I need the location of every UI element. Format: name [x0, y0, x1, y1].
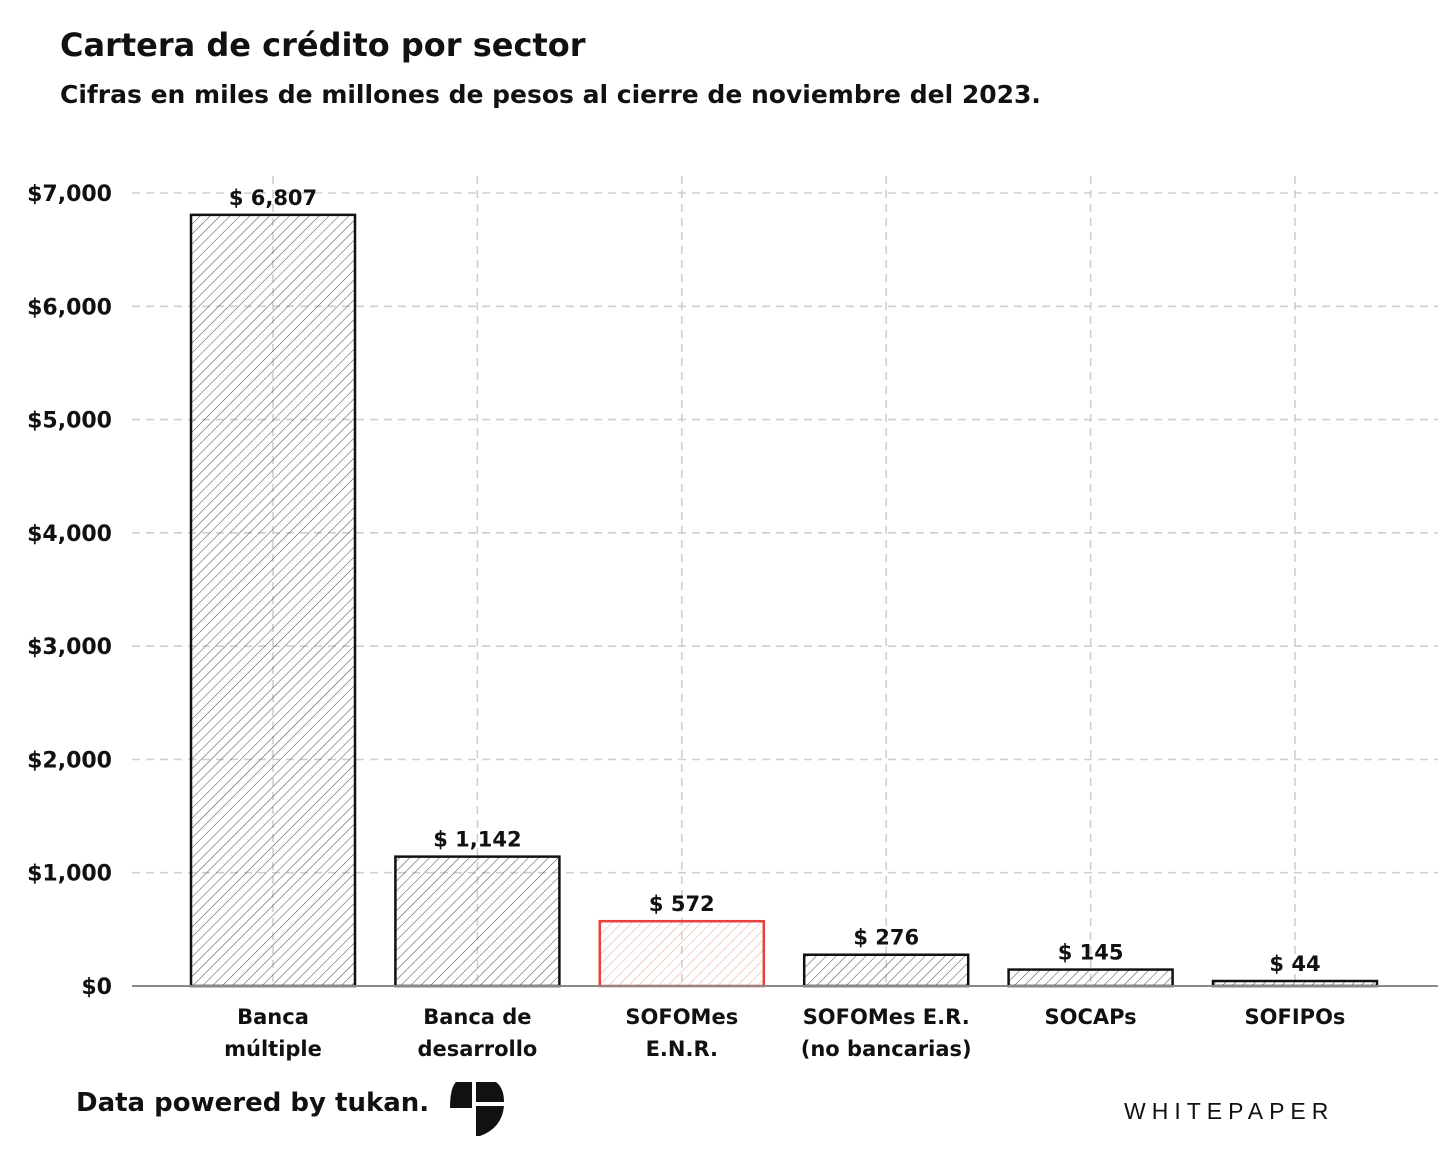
y-tick-label: $3,000: [27, 635, 112, 660]
y-tick-label: $2,000: [27, 748, 112, 773]
bar-data-label: $ 145: [1058, 941, 1124, 965]
x-tick-label: SOCAPs: [1045, 1005, 1137, 1029]
chart-title: Cartera de crédito por sector: [60, 26, 586, 64]
y-tick-label: $1,000: [27, 862, 112, 887]
bars: $ 6,807 $ 1,142 $ 572 $ 276 $ 145 $ 44: [189, 186, 1379, 988]
x-tick-label: SOFOMes E.R. (no bancarias): [801, 1005, 972, 1061]
y-tick-label: $4,000: [27, 522, 112, 547]
x-tick-label: SOFIPOs: [1245, 1005, 1346, 1029]
chart-subtitle: Cifras en miles de millones de pesos al …: [60, 80, 1041, 109]
tukan-logo-icon: [450, 1082, 504, 1136]
x-tick-label: Banca múltiple: [224, 1005, 322, 1061]
bar: [189, 213, 357, 988]
bar-data-label: $ 6,807: [229, 186, 317, 210]
x-axis: Banca múltiple Banca de desarrollo SOFOMes E.…: [132, 985, 1438, 1061]
y-tick-label: $7,000: [27, 182, 112, 207]
bar-data-label: $ 44: [1269, 952, 1320, 976]
bar-data-label: $ 276: [853, 926, 919, 950]
bar: [802, 953, 970, 988]
y-axis: $0 $1,000 $2,000 $3,000 $4,000 $5,000 $6,000 $7…: [27, 182, 112, 1000]
bar: [598, 919, 766, 988]
bar: [394, 855, 561, 988]
whitepaper-brand: WHITEPAPER: [1124, 1098, 1335, 1124]
y-tick-label: $5,000: [27, 409, 112, 434]
y-tick-label: $0: [81, 975, 112, 1000]
bar-data-label: $ 1,142: [433, 828, 521, 852]
x-tick-label: Banca de desarrollo: [417, 1005, 537, 1061]
data-credit: Data powered by tukan.: [76, 1088, 430, 1118]
bar-data-label: $ 572: [649, 892, 715, 916]
x-tick-label: SOFOMes E.N.R.: [625, 1005, 738, 1061]
bar: [1007, 968, 1174, 988]
y-tick-label: $6,000: [27, 295, 112, 320]
